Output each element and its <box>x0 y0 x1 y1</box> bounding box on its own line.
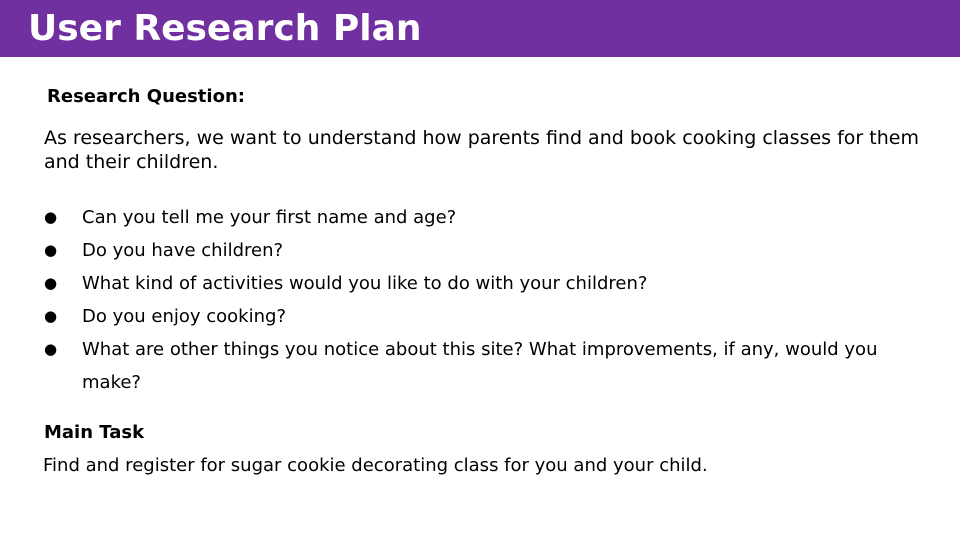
interview-questions-list: Can you tell me your first name and age?… <box>44 201 924 399</box>
question-item-4: Do you enjoy cooking? <box>44 300 924 333</box>
main-task-heading: Main Task <box>44 422 145 443</box>
main-task-text: Find and register for sugar cookie decor… <box>43 455 708 476</box>
question-item-2: Do you have children? <box>44 234 924 267</box>
question-item-3: What kind of activities would you like t… <box>44 267 924 300</box>
question-item-1: Can you tell me your first name and age? <box>44 201 924 234</box>
title-bar: User Research Plan <box>0 0 960 57</box>
question-item-5: What are other things you notice about t… <box>44 333 924 399</box>
page-title: User Research Plan <box>28 8 422 49</box>
research-question-heading: Research Question: <box>47 86 245 107</box>
research-question-text: As researchers, we want to understand ho… <box>44 127 919 173</box>
